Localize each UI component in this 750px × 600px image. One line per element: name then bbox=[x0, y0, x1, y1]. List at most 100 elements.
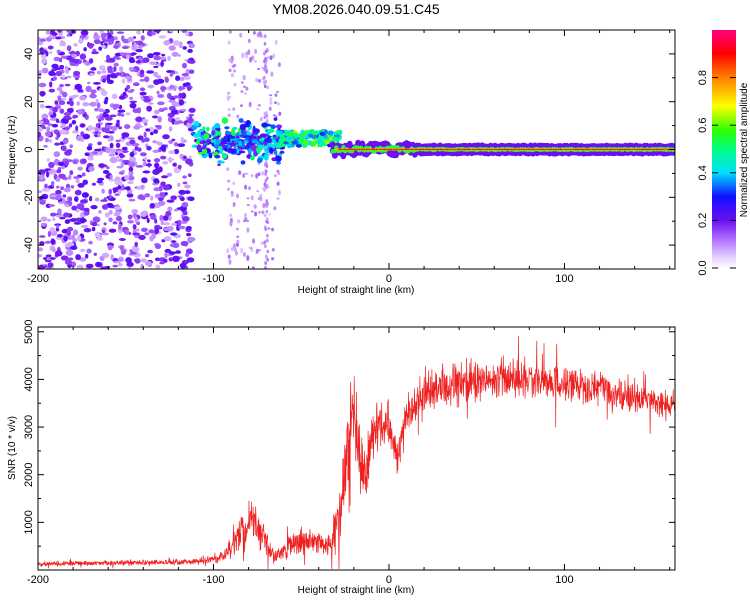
spectrogram-cell bbox=[100, 90, 108, 96]
spectrogram-cell bbox=[50, 238, 56, 245]
spectrogram-cell bbox=[75, 178, 80, 184]
spectrogram-cell bbox=[271, 257, 275, 261]
spectrogram-cell bbox=[44, 240, 51, 244]
spectrogram-cell bbox=[38, 174, 45, 181]
spectrogram-cell bbox=[77, 166, 83, 171]
spectrogram-cell bbox=[275, 155, 282, 162]
spectrogram-cell bbox=[140, 211, 147, 217]
spectrogram-cell bbox=[88, 58, 94, 64]
x-tick-label: 100 bbox=[555, 574, 573, 586]
spectrogram-cell bbox=[263, 75, 266, 80]
spectrogram-cell bbox=[567, 148, 570, 151]
spectrogram-cell bbox=[83, 47, 87, 52]
spectrogram-cell bbox=[71, 120, 77, 125]
spectrogram-cell bbox=[153, 158, 161, 163]
spectrogram-cell bbox=[266, 56, 270, 60]
spectrogram-cell bbox=[231, 58, 235, 61]
spectrogram-cell bbox=[274, 93, 278, 97]
spectrogram-cell bbox=[236, 114, 240, 119]
spectrogram-cell bbox=[272, 53, 276, 59]
spectrogram-cell bbox=[43, 145, 48, 148]
spectrogram-cell bbox=[167, 55, 172, 61]
spectrogram-cell bbox=[94, 232, 101, 238]
spectrogram-cell bbox=[146, 30, 154, 37]
spectrogram-cell bbox=[47, 230, 52, 238]
spectrogram-cell bbox=[255, 173, 259, 179]
spectrogram-cell bbox=[273, 117, 278, 121]
spectrogram-cell bbox=[108, 209, 113, 215]
spectrogram-cell bbox=[230, 61, 234, 64]
spectrogram-cell bbox=[100, 199, 108, 203]
spectrogram-cell bbox=[58, 57, 63, 63]
spectrogram-cell bbox=[41, 67, 49, 74]
spectrogram-cell bbox=[79, 95, 87, 101]
spectrogram-cell bbox=[180, 196, 185, 202]
spectrogram-cell bbox=[153, 65, 159, 69]
spectrogram-cell bbox=[56, 224, 60, 229]
spectrogram-cell bbox=[77, 109, 83, 115]
spectrogram-cell bbox=[188, 69, 195, 74]
spectrogram-cell bbox=[187, 48, 193, 53]
spectrogram-cell bbox=[226, 167, 230, 172]
spectrogram-cell bbox=[162, 134, 170, 140]
spectrogram-cell bbox=[188, 43, 195, 49]
spectrogram-cell bbox=[56, 185, 60, 189]
figure-title: YM08.2026.040.09.51.C45 bbox=[272, 1, 440, 17]
spectrogram-cell bbox=[158, 149, 162, 153]
spectrogram-cell bbox=[54, 100, 59, 105]
spectrogram-cell bbox=[44, 137, 50, 143]
spectrogram-cell bbox=[143, 131, 147, 138]
spectrogram-cell bbox=[276, 90, 280, 93]
spectrogram-cell bbox=[150, 195, 154, 201]
spectrogram-cell bbox=[266, 233, 269, 238]
spectrogram-cell bbox=[476, 148, 479, 151]
spectrogram-cell bbox=[166, 70, 174, 73]
spectrogram-cell bbox=[168, 126, 173, 132]
spectrogram-cell bbox=[129, 251, 137, 255]
spectrogram-cell bbox=[350, 148, 354, 151]
spectrogram-cell bbox=[214, 154, 221, 159]
spectrogram-cell bbox=[258, 249, 261, 252]
spectrogram-cell bbox=[265, 199, 268, 203]
spectrogram-cell bbox=[256, 190, 260, 193]
spectrogram-cell bbox=[63, 235, 68, 242]
spectrogram-cell bbox=[542, 148, 545, 151]
spectrogram-cell bbox=[244, 213, 248, 217]
spectrogram-cell bbox=[247, 38, 251, 44]
spectrogram-cell bbox=[243, 140, 249, 144]
spectrogram-cell bbox=[618, 148, 622, 151]
spectrogram-cell bbox=[263, 81, 266, 85]
spectrogram-cell bbox=[56, 132, 61, 138]
spectrogram-cell bbox=[177, 195, 184, 198]
spectrogram-cell bbox=[39, 235, 46, 238]
spectrogram-cell bbox=[134, 216, 138, 223]
spectrogram-cell bbox=[124, 175, 129, 181]
spectrogram-cell bbox=[564, 148, 568, 151]
spectrogram-cell bbox=[278, 130, 284, 135]
spectrogram-cell bbox=[150, 214, 156, 220]
x-tick-label: 0 bbox=[386, 574, 392, 586]
spectrogram-cell bbox=[74, 86, 82, 90]
spectrogram-cell bbox=[252, 238, 256, 244]
spectrogram-cell bbox=[224, 146, 228, 152]
spectrogram-cell bbox=[277, 127, 281, 131]
spectrogram-cell bbox=[66, 149, 73, 153]
spectrogram-cell bbox=[59, 216, 66, 220]
spectrogram-cell bbox=[113, 206, 121, 211]
spectrogram-cell bbox=[363, 148, 366, 151]
spectrogram-cell bbox=[73, 70, 81, 76]
spectrogram-cell bbox=[48, 112, 54, 116]
spectrogram-cell bbox=[48, 34, 55, 39]
spectrogram-cell bbox=[97, 141, 102, 146]
spectrogram-cell bbox=[601, 148, 604, 151]
spectrogram-cell bbox=[278, 138, 286, 143]
spectrogram-cell bbox=[289, 131, 296, 137]
spectrogram-cell bbox=[125, 257, 132, 264]
spectrogram-cell bbox=[89, 93, 97, 99]
x-tick-label: 0 bbox=[386, 273, 392, 285]
spectrogram-cell bbox=[181, 73, 189, 77]
spectrogram-cell bbox=[66, 33, 71, 37]
spectrogram-cell bbox=[45, 131, 52, 137]
spectrogram-cell bbox=[38, 82, 47, 88]
spectrogram-cell bbox=[589, 148, 592, 151]
